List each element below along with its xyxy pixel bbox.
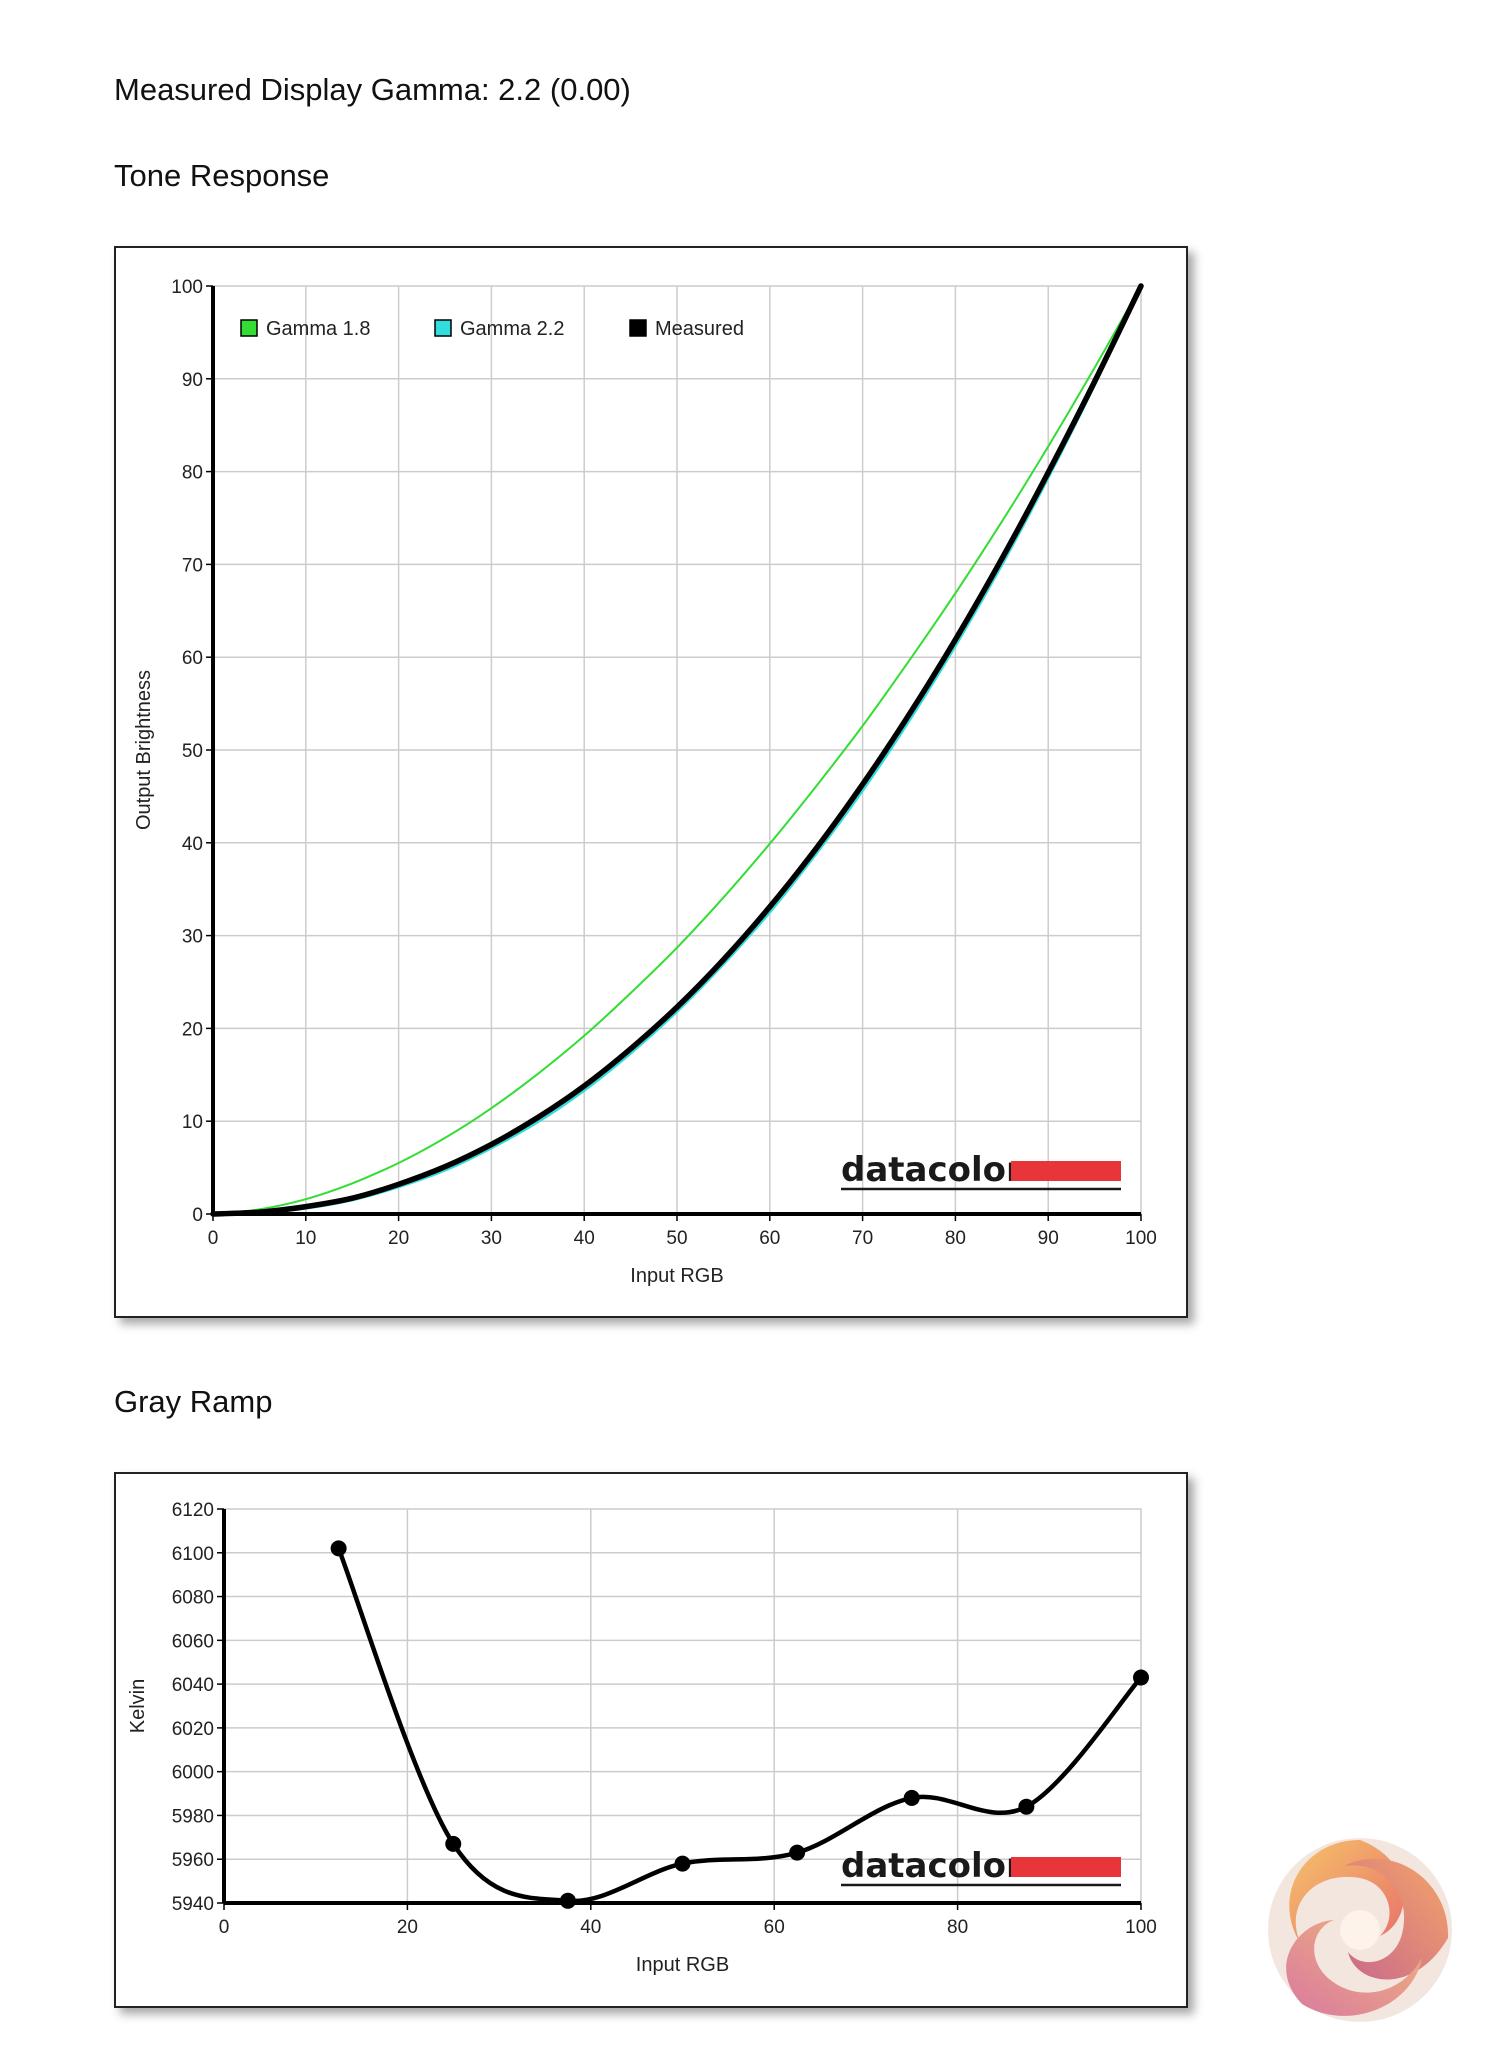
legend-label: Gamma 2.2 — [460, 318, 564, 340]
legend-swatch — [240, 319, 258, 337]
datacolor-brand-text: datacolor — [841, 1846, 1023, 1886]
plot-area — [223, 1508, 1142, 1904]
y-tick-label: 6100 — [172, 1544, 214, 1565]
y-axis-title: Output Brightness — [133, 670, 155, 830]
gray-ramp-chart: 0 20 40 60 80 100 5940 5960 5980 6000 6020 6040 6060… — [114, 1472, 1188, 2008]
legend-swatch — [434, 319, 452, 337]
data-point — [674, 1855, 691, 1872]
series-line — [210, 283, 1144, 1217]
x-axis-title: Input RGB — [630, 1265, 723, 1287]
kitguru-swirl-logo-icon — [1268, 1838, 1452, 2022]
x-tick-label: 0 — [219, 1917, 230, 1938]
x-tick-label: 60 — [759, 1228, 780, 1249]
tone-response-chart: 0 10 20 30 40 50 60 70 80 90 100 0 10 20 30 40 50 60 70 80 9… — [114, 246, 1188, 1318]
y-tick-label: 6020 — [172, 1719, 214, 1740]
x-tick-label: 80 — [945, 1228, 966, 1249]
legend-label: Measured — [655, 318, 744, 340]
x-tick-label: 20 — [388, 1228, 409, 1249]
data-point — [559, 1892, 576, 1909]
x-axis-title: Input RGB — [636, 1954, 729, 1976]
x-tick-label: 40 — [574, 1228, 595, 1249]
data-point — [789, 1844, 806, 1861]
x-tick-label: 40 — [580, 1917, 601, 1938]
x-tick-label: 80 — [947, 1917, 968, 1938]
y-tick-label: 6120 — [172, 1500, 214, 1521]
y-tick-label: 6080 — [172, 1588, 214, 1609]
y-tick-label: 5980 — [172, 1806, 214, 1827]
measured-gamma-heading: Measured Display Gamma: 2.2 (0.00) — [114, 72, 631, 107]
x-tick-label: 30 — [481, 1228, 502, 1249]
data-point — [1133, 1669, 1149, 1686]
y-tick-label: 5940 — [172, 1894, 214, 1915]
y-tick-label: 0 — [192, 1205, 203, 1226]
y-tick-label: 70 — [182, 555, 203, 576]
x-tick-label: 10 — [295, 1228, 316, 1249]
data-point — [1018, 1798, 1035, 1815]
datacolor-brand-logo: datacolor — [841, 1846, 1121, 1887]
x-tick-label: 100 — [1125, 1917, 1157, 1938]
x-tick-label: 100 — [1125, 1228, 1157, 1249]
y-tick-label: 6000 — [172, 1763, 214, 1784]
datacolor-brand-text: datacolor — [841, 1150, 1023, 1190]
legend-swatch — [629, 319, 647, 337]
data-point — [330, 1540, 347, 1557]
x-tick-label: 90 — [1038, 1228, 1059, 1249]
tone-response-heading: Tone Response — [114, 158, 330, 193]
x-tick-label: 0 — [208, 1228, 219, 1249]
y-tick-label: 30 — [182, 927, 203, 948]
x-tick-label: 70 — [852, 1228, 873, 1249]
x-tick-label: 20 — [397, 1917, 418, 1938]
tone-legend: Gamma 1.8 Gamma 2.2 Measured — [240, 318, 744, 340]
x-tick-label: 50 — [666, 1228, 687, 1249]
datacolor-brand-logo: datacolor — [841, 1150, 1121, 1191]
gray-ramp-heading: Gray Ramp — [114, 1384, 273, 1419]
y-tick-label: 60 — [182, 648, 203, 669]
y-tick-label: 50 — [182, 741, 203, 762]
x-tick-label: 60 — [764, 1917, 785, 1938]
y-tick-label: 10 — [182, 1112, 203, 1133]
y-tick-label: 6040 — [172, 1675, 214, 1696]
y-tick-label: 100 — [171, 277, 203, 298]
data-point — [445, 1835, 462, 1852]
y-tick-label: 5960 — [172, 1850, 214, 1871]
legend-label: Gamma 1.8 — [266, 318, 370, 340]
series-line — [212, 285, 1142, 1215]
y-tick-label: 20 — [182, 1019, 203, 1040]
data-point — [903, 1789, 920, 1806]
y-tick-label: 6060 — [172, 1631, 214, 1652]
y-tick-label: 40 — [182, 834, 203, 855]
y-tick-label: 80 — [182, 463, 203, 484]
gray-ramp-plot: 0 20 40 60 80 1005940596059806000602060406060… — [127, 1500, 1157, 1976]
y-axis-title: Kelvin — [127, 1679, 149, 1733]
y-tick-label: 90 — [182, 370, 203, 391]
datacolor-brand-bar — [1011, 1161, 1121, 1181]
tone-response-plot: 0 10 20 30 40 50 60 70 80 90 100 0 10 20 30 40 50 60 70 80 9… — [133, 277, 1157, 1287]
datacolor-brand-bar — [1011, 1857, 1121, 1877]
